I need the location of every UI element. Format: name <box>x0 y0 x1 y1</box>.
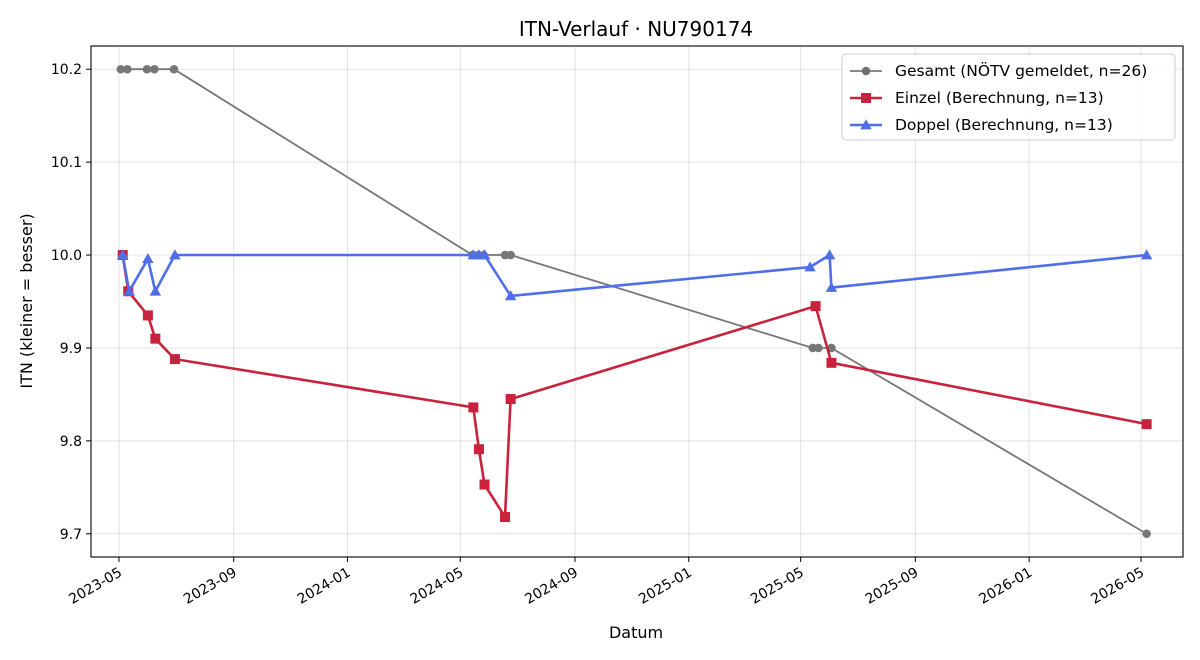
data-point <box>473 444 484 455</box>
data-point <box>826 357 837 368</box>
legend-label: Einzel (Berechnung, n=13) <box>895 89 1104 107</box>
y-axis-ticks: 9.7 9.8 9.9 10.0 10.1 10.2 <box>51 62 91 543</box>
data-point <box>504 290 517 301</box>
data-point <box>500 512 511 523</box>
data-point <box>169 64 179 74</box>
data-point <box>825 281 838 292</box>
data-point <box>1140 249 1153 260</box>
series-line <box>121 253 1147 298</box>
plot-frame <box>90 45 1184 558</box>
y-tick-label: 9.8 <box>60 434 82 450</box>
data-point <box>169 249 181 260</box>
data-point <box>804 261 816 272</box>
data-point <box>116 249 129 260</box>
data-point <box>468 402 479 413</box>
legend-marker <box>860 119 872 130</box>
legend: Gesamt (NÖTV gemeldet, n=26) Einzel (Bere… <box>841 53 1176 141</box>
data-point <box>1142 529 1151 539</box>
x-tick-label: 2023-09 <box>181 565 240 608</box>
series-line <box>121 254 1147 519</box>
chart-title: ITN-Verlauf · NU790174 <box>519 17 753 41</box>
data-point <box>169 354 180 365</box>
data-point <box>823 249 836 260</box>
data-point <box>150 333 161 344</box>
legend-marker <box>861 93 871 103</box>
data-point <box>827 343 836 353</box>
data-point <box>116 64 126 74</box>
y-tick-label: 9.9 <box>60 341 82 357</box>
x-tick-label: 2024-09 <box>522 565 581 608</box>
data-point <box>142 64 152 74</box>
data-point <box>505 394 516 405</box>
data-point <box>479 479 490 490</box>
data-point <box>506 250 515 260</box>
data-point <box>149 285 162 296</box>
series-layer <box>116 64 1153 539</box>
y-tick-label: 10.1 <box>51 155 82 171</box>
x-tick-label: 2026-01 <box>976 565 1035 608</box>
data-point <box>123 285 135 296</box>
x-tick-label: 2024-01 <box>295 565 354 608</box>
x-axis-ticks: 2023-05 2023-09 2024-01 2024-05 2024-09 2025-… <box>66 557 1147 608</box>
x-tick-label: 2025-09 <box>863 565 922 608</box>
data-point <box>1141 419 1152 430</box>
x-axis-label: Datum <box>609 623 663 642</box>
legend-marker <box>861 66 871 76</box>
data-point <box>142 253 154 264</box>
y-axis-label: ITN (kleiner = besser) <box>17 213 36 388</box>
legend-label: Doppel (Berechnung, n=13) <box>895 116 1113 134</box>
data-point <box>142 310 153 321</box>
y-tick-label: 10.0 <box>51 248 82 264</box>
series-1 <box>117 250 1152 523</box>
data-point <box>810 301 821 312</box>
data-point <box>150 64 159 74</box>
data-point <box>478 249 491 260</box>
y-tick-label: 10.2 <box>51 62 82 78</box>
x-tick-label: 2025-05 <box>748 565 807 608</box>
data-point <box>123 64 132 74</box>
y-tick-label: 9.7 <box>60 527 82 543</box>
x-tick-label: 2023-05 <box>66 565 125 608</box>
data-point <box>814 343 823 353</box>
legend-box <box>841 53 1176 141</box>
x-tick-label: 2026-05 <box>1088 565 1147 608</box>
x-tick-label: 2025-01 <box>636 565 695 608</box>
x-tick-label: 2024-05 <box>408 565 467 608</box>
legend-label: Gesamt (NÖTV gemeldet, n=26) <box>895 61 1147 80</box>
series-2 <box>116 249 1153 301</box>
